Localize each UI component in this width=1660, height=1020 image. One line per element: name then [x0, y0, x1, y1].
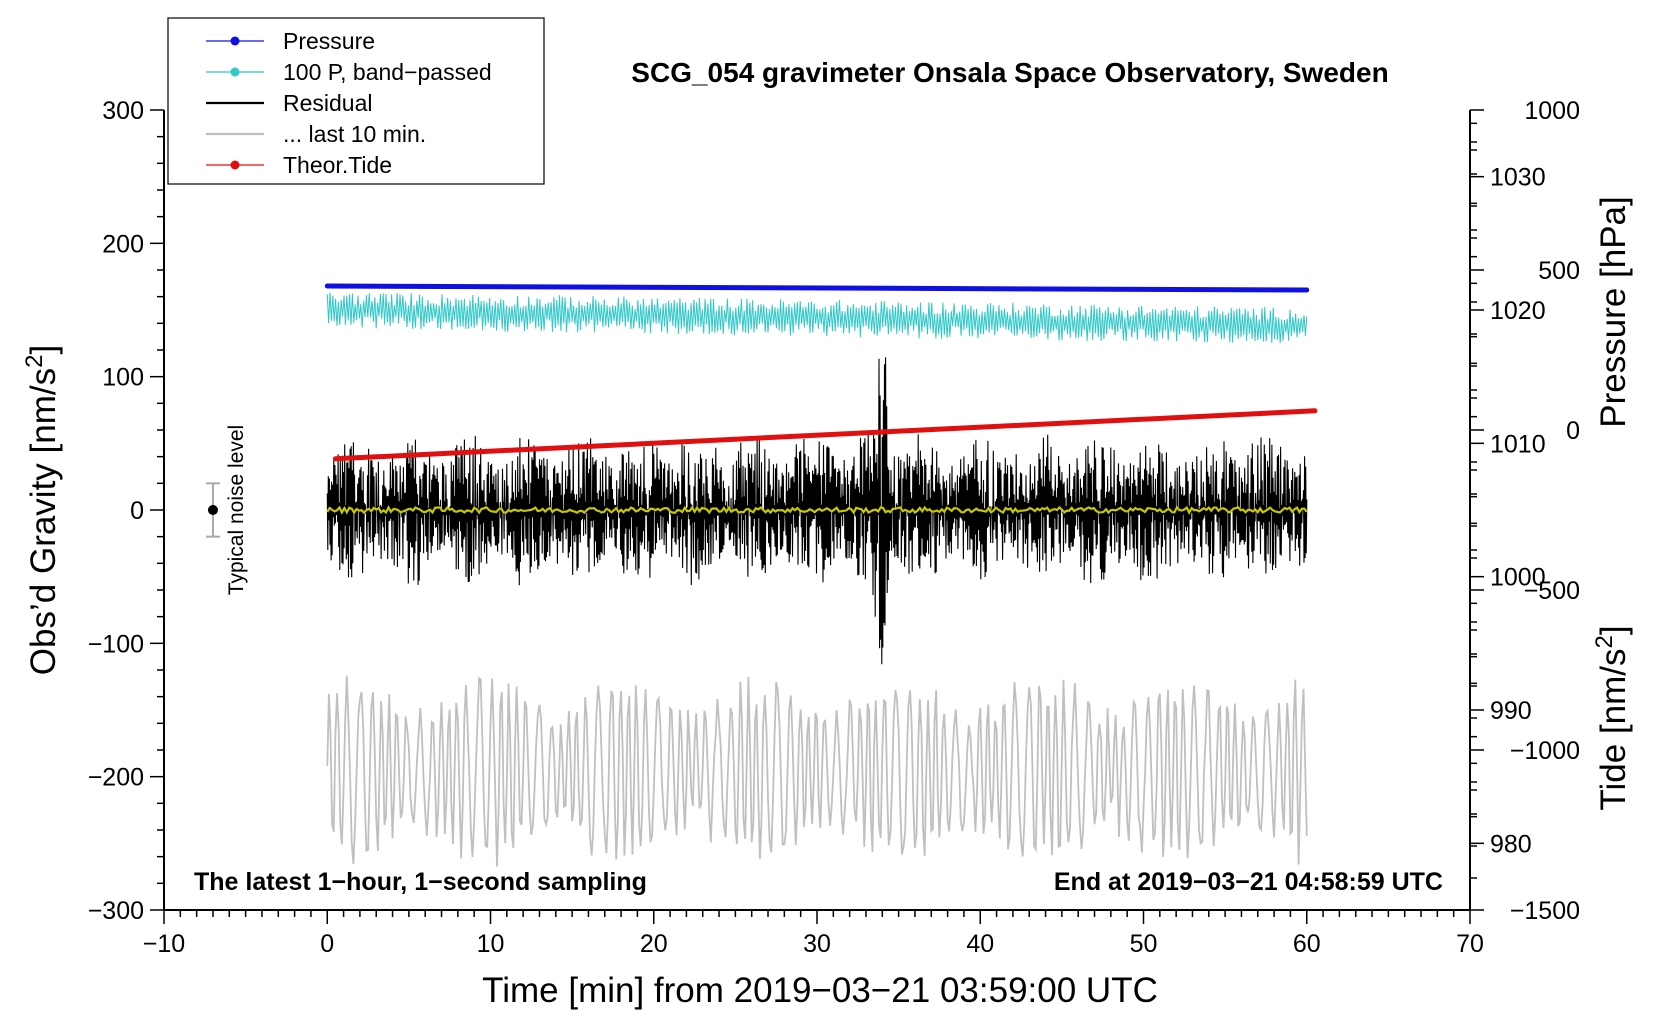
noise-level-label: Typical noise level — [225, 425, 248, 595]
tide-axis-label: Tide [nm/s2] — [1591, 625, 1634, 810]
y-tick-label: −200 — [88, 764, 144, 792]
y-axis-label: Obs’d Gravity [nm/s2] — [21, 345, 64, 675]
tide-tick-label: −1500 — [1510, 897, 1580, 925]
legend-marker-100-p-band-passed — [230, 67, 240, 77]
legend-label-theor-tide: Theor.Tide — [283, 152, 392, 178]
x-tick-label: 0 — [320, 930, 334, 958]
chart-title: SCG_054 gravimeter Onsala Space Observat… — [631, 57, 1388, 88]
legend-marker-pressure — [230, 36, 240, 46]
tide-tick-label: 500 — [1538, 257, 1580, 285]
legend-label-pressure: Pressure — [283, 28, 375, 54]
legend-marker-theor-tide — [230, 160, 240, 170]
tide-tick-label: −1000 — [1510, 737, 1580, 765]
pressure-tick-label: 1010 — [1490, 430, 1546, 458]
x-tick-label: 70 — [1456, 930, 1484, 958]
legend-label-100-p-band-passed: 100 P, band−passed — [283, 59, 492, 85]
x-tick-label: 10 — [477, 930, 505, 958]
noise-bar-center — [207, 505, 218, 515]
series-pressure — [324, 283, 1310, 293]
legend-label-last-10-min: ... last 10 min. — [283, 121, 426, 147]
series-residual — [326, 357, 1308, 665]
x-tick-label: 20 — [640, 930, 668, 958]
pressure-tick-label: 1020 — [1490, 297, 1546, 325]
x-tick-label: 30 — [803, 930, 831, 958]
x-tick-label: 50 — [1130, 930, 1158, 958]
series-band-passed-pressure — [326, 292, 1308, 344]
tide-tick-label: 0 — [1566, 417, 1580, 445]
y-tick-label: 200 — [102, 230, 144, 258]
legend: Pressure 100 P, band−passed Residual ... la… — [167, 17, 545, 185]
y-tick-label: 300 — [102, 97, 144, 125]
x-tick-label: 60 — [1293, 930, 1321, 958]
y-tick-label: 0 — [130, 497, 144, 525]
x-axis-label: Time [min] from 2019−03−21 03:59:00 UTC — [482, 971, 1158, 1010]
series-residual-smoothed — [326, 505, 1308, 515]
annotation-end-time: End at 2019−03−21 04:58:59 UTC — [1054, 868, 1443, 896]
x-tick-label: 40 — [966, 930, 994, 958]
legend-label-residual: Residual — [283, 90, 373, 116]
pressure-tick-label: 980 — [1490, 830, 1532, 858]
pressure-axis-label: Pressure [hPa] — [1594, 196, 1633, 428]
annotation-sampling: The latest 1−hour, 1−second sampling — [194, 868, 647, 896]
x-tick-label: −10 — [143, 930, 185, 958]
series-last-10-min — [326, 675, 1308, 867]
pressure-tick-label: 1030 — [1490, 164, 1546, 192]
y-tick-label: −300 — [88, 897, 144, 925]
legend-box — [167, 17, 545, 185]
tide-tick-label: −500 — [1524, 577, 1580, 605]
series-theor-tide — [332, 408, 1318, 462]
pressure-tick-label: 1000 — [1490, 564, 1546, 592]
y-tick-label: −100 — [88, 630, 144, 658]
y-tick-label: 100 — [102, 364, 144, 392]
tide-tick-label: 1000 — [1524, 97, 1580, 125]
pressure-tick-label: 990 — [1490, 697, 1532, 725]
